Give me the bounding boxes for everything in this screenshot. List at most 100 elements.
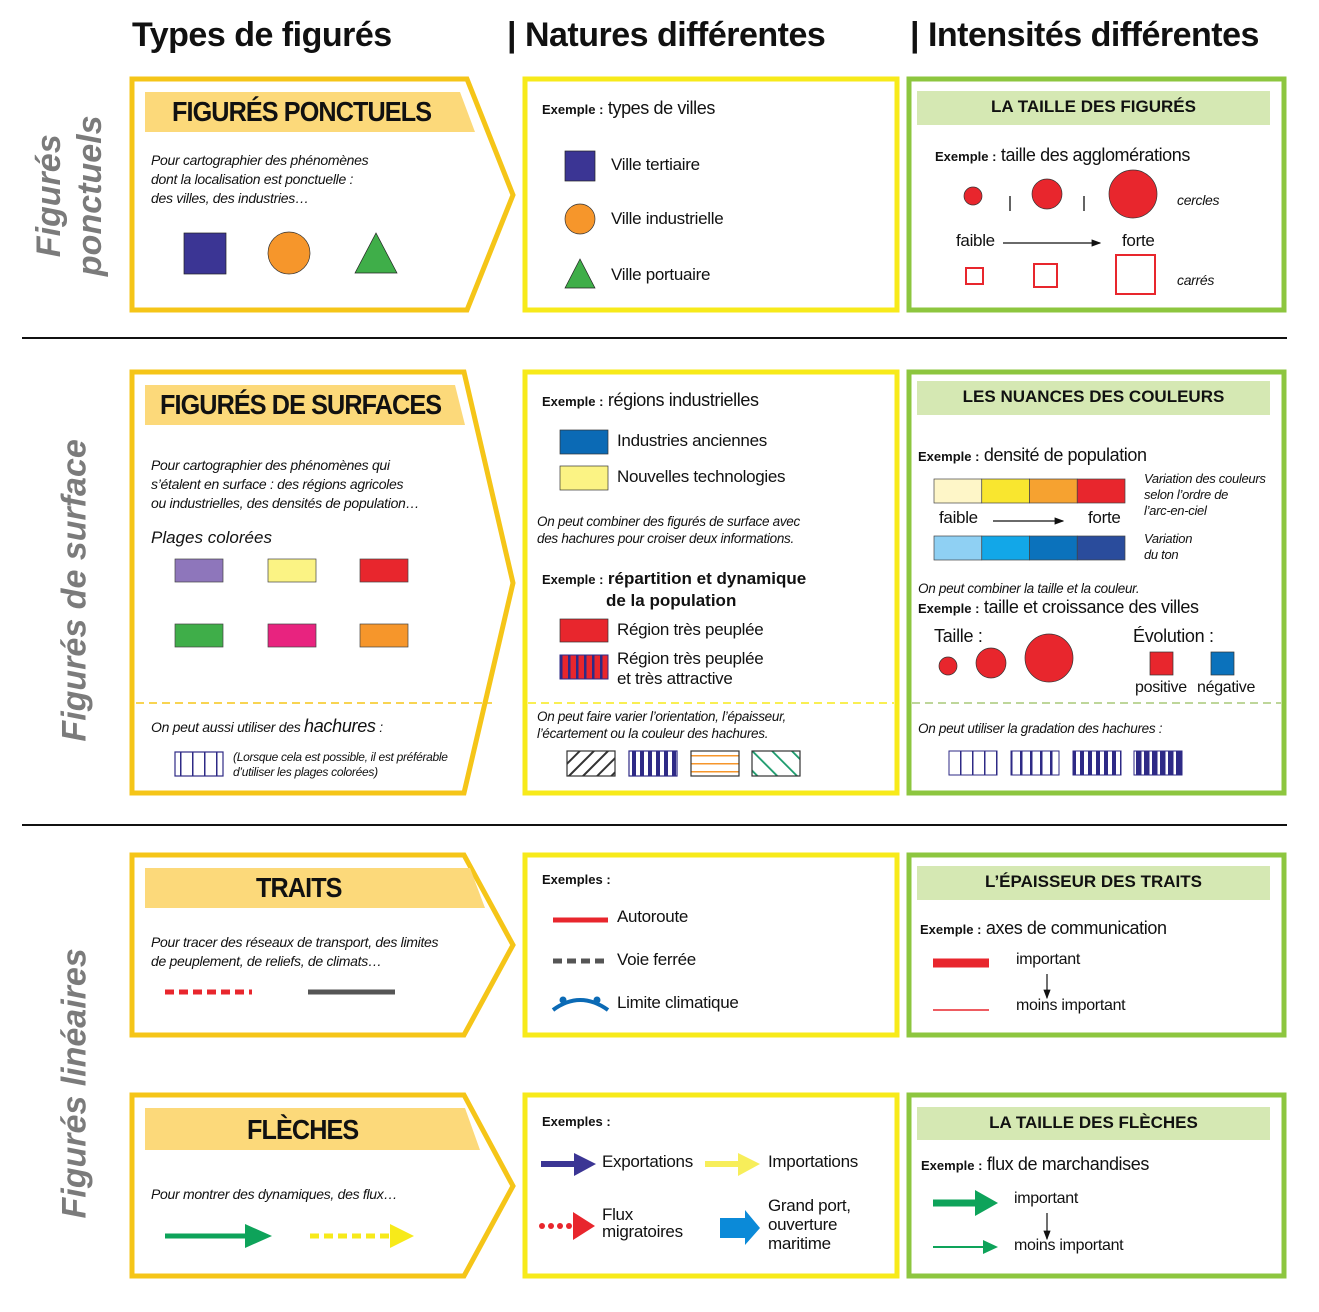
vary-note: On peut faire varier l’orientation, l’ép…: [537, 709, 786, 741]
size-square-large: [1115, 254, 1156, 295]
label-exemples: Exemples :: [542, 1114, 611, 1129]
label-region-attractive: Région très peuplée et très attractive: [617, 649, 764, 688]
example-densite: Exemple : densité de population: [918, 445, 1147, 465]
taille-circle-medium: [975, 647, 1007, 679]
title-bar: [145, 92, 475, 132]
scale-cell-cool: [1076, 535, 1126, 561]
scale-cell-warm: [981, 478, 1030, 504]
label-carres: carrés: [1177, 272, 1215, 288]
title-ponctuels: FIGURÉS PONCTUELS: [172, 96, 432, 127]
scale-cell-cool: [933, 535, 983, 561]
green-title-bar: [917, 91, 1270, 125]
label-cercles: cercles: [1177, 192, 1220, 208]
hatch-horizontal-orange: [690, 750, 740, 777]
yellow-dashed-arrow-icon: [310, 1224, 414, 1248]
hatch-gradation-2: [1010, 750, 1060, 776]
desc-traits: Pour tracer des réseaux de transport, de…: [151, 934, 439, 969]
scale-cell-cool: [981, 535, 1030, 561]
green-title-bar: [917, 381, 1270, 415]
title-bar: [145, 868, 485, 908]
importations-arrow-icon: [705, 1153, 760, 1176]
color-swatch: [174, 558, 224, 583]
label-industries-anciennes: Industries anciennes: [617, 431, 767, 450]
label-faible: faible: [956, 231, 995, 250]
desc-surfaces: Pour cartographier des phénomènes qui s’é…: [151, 457, 420, 511]
side-label-surface: Figurés de surface: [55, 439, 94, 742]
green-title-bar: [917, 866, 1270, 900]
legend-rect-peuplee-attractive: [559, 654, 609, 680]
hatch-diagonal-green: [751, 750, 801, 777]
color-swatch: [267, 623, 317, 648]
label-importations: Importations: [768, 1152, 858, 1171]
label-exportations: Exportations: [602, 1152, 693, 1171]
square-symbol: [183, 232, 227, 275]
scale-cell-warm: [933, 478, 983, 504]
scale-cell-cool: [1029, 535, 1078, 561]
grand-port-arrow-icon: [720, 1210, 760, 1245]
size-circle-medium: [1031, 178, 1063, 210]
size-circle-small: [963, 186, 983, 206]
label-important: important: [1014, 1190, 1078, 1207]
important-flow-arrow-icon: [933, 1190, 998, 1216]
box-natures-fleches: [522, 1092, 900, 1279]
label-plages-colorees: Plages colorées: [151, 528, 272, 547]
moins-important-flow-arrow-icon: [933, 1240, 998, 1254]
limite-climatique-line: [551, 998, 610, 1012]
hatch-gradation-4: [1133, 750, 1183, 776]
label-important: important: [1016, 951, 1080, 968]
label-autoroute: Autoroute: [617, 907, 689, 926]
label-ville-tertiaire: Ville tertiaire: [611, 155, 700, 174]
combine-taille-couleur: On peut combiner la taille et la couleur…: [918, 581, 1140, 596]
hatch-gradation-3: [1072, 750, 1122, 776]
size-square-medium: [1033, 263, 1058, 288]
hachures-note: (Lorsque cela est possible, il est préfé…: [233, 750, 448, 779]
circle-symbol: [267, 231, 311, 275]
color-swatch: [359, 558, 409, 583]
label-forte: forte: [1088, 508, 1121, 527]
arrow-box-ponctuels: [129, 76, 516, 313]
legend-circle-industrielle: [564, 203, 596, 235]
side-label-ponctuels: Figurés ponctuels: [30, 115, 109, 277]
evolution-positive-square: [1149, 651, 1174, 676]
label-exemples: Exemples :: [542, 872, 611, 887]
header-intensites: | Intensités différentes: [910, 16, 1259, 54]
bar-taille-fleches: LA TAILLE DES FLÈCHES: [989, 1113, 1198, 1132]
box-natures-traits: [522, 852, 900, 1038]
flux-migratoires-arrow-icon: [539, 1212, 595, 1240]
label-ville-portuaire: Ville portuaire: [611, 265, 711, 284]
label-hachures: On peut aussi utiliser des hachures :: [151, 716, 383, 736]
label-moins-important: moins important: [1016, 997, 1126, 1014]
desc-fleches: Pour montrer des dynamiques, des flux…: [151, 1186, 398, 1202]
label-grand-port: Grand port, ouverture maritime: [768, 1196, 851, 1253]
title-traits: TRAITS: [256, 872, 342, 903]
legend-triangle-portuaire: [564, 258, 596, 289]
label-faible: faible: [939, 508, 978, 527]
legend-rect-tres-peuplee: [559, 618, 609, 643]
label-nouvelles-technologies: Nouvelles technologies: [617, 467, 786, 486]
scale-cell-warm: [1029, 478, 1078, 504]
legend-square-tertiaire: [564, 150, 596, 182]
color-swatch: [174, 623, 224, 648]
scale-cell-warm: [1076, 478, 1126, 504]
box-intensites-surfaces: [906, 369, 1287, 796]
title-fleches: FLÈCHES: [247, 1114, 359, 1145]
hatch-diagonal: [566, 750, 616, 777]
label-limite-climatique: Limite climatique: [617, 993, 739, 1012]
label-flux-migratoires: Flux migratoires: [602, 1205, 683, 1241]
size-circle-large: [1108, 169, 1158, 219]
example-agglomerations: Exemple : taille des agglomérations: [935, 145, 1190, 165]
example-axes: Exemple : axes de communication: [920, 918, 1167, 938]
legend-rect-nouvelles: [559, 465, 609, 491]
header-types: Types de figurés: [132, 16, 392, 54]
example-croissance: Exemple : taille et croissance des ville…: [918, 597, 1199, 617]
side-label-lineaires: Figurés linéaires: [55, 948, 94, 1219]
hatch-vertical-thick: [628, 750, 678, 777]
label-region-tres-peuplee: Région très peuplée: [617, 620, 764, 639]
label-ville-industrielle: Ville industrielle: [611, 209, 724, 228]
exportations-arrow-icon: [541, 1153, 596, 1176]
color-swatch: [359, 623, 409, 648]
taille-circle-large: [1024, 633, 1074, 683]
label-moins-important: moins important: [1014, 1237, 1124, 1254]
